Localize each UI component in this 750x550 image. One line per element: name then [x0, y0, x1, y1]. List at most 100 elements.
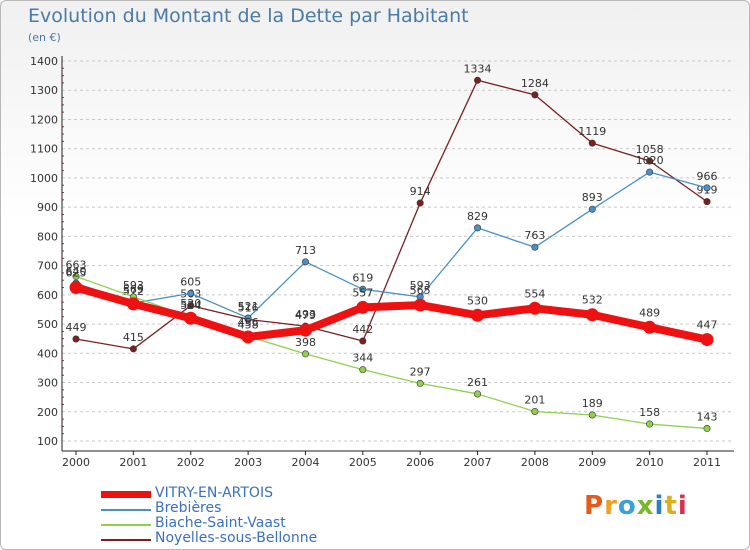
data-point-brebi-res	[187, 289, 195, 297]
data-label-noyelles-sous-bellonne: 1058	[636, 143, 664, 156]
data-point-biache-saint-vaast	[359, 366, 367, 374]
brand-letter: i	[677, 491, 688, 521]
x-tick-label: 2010	[636, 456, 664, 469]
y-tick-label: 900	[37, 201, 58, 214]
data-label-biache-saint-vaast: 201	[524, 393, 545, 406]
series-line-vitry-en-artois	[74, 283, 708, 344]
data-label-vitry-en-artois: 530	[467, 294, 488, 307]
data-label-noyelles-sous-bellonne: 516	[238, 301, 259, 314]
data-label-noyelles-sous-bellonne: 493	[295, 308, 316, 321]
brand-letter: i	[654, 491, 665, 521]
data-point-noyelles-sous-bellonne	[72, 335, 80, 343]
data-point-vitry-en-artois	[471, 308, 485, 322]
data-point-vitry-en-artois	[69, 281, 83, 295]
y-tick-label: 700	[37, 260, 58, 273]
data-point-brebi-res	[359, 285, 367, 293]
data-point-noyelles-sous-bellonne	[129, 345, 137, 353]
data-point-vitry-en-artois	[298, 323, 312, 337]
data-label-biache-saint-vaast: 189	[582, 397, 603, 410]
data-label-brebi-res: 521	[238, 300, 259, 313]
legend-label: Noyelles-sous-Bellonne	[155, 530, 318, 546]
data-point-brebi-res	[301, 258, 309, 266]
data-label-biache-saint-vaast: 398	[295, 336, 316, 349]
data-label-brebi-res: 713	[295, 244, 316, 257]
data-point-biache-saint-vaast	[72, 272, 80, 280]
data-label-brebi-res: 763	[524, 229, 545, 242]
x-tick-label: 2009	[578, 456, 606, 469]
legend-swatch	[101, 491, 151, 498]
y-tick-label: 1100	[30, 143, 58, 156]
data-point-noyelles-sous-bellonne	[474, 76, 482, 84]
data-label-vitry-en-artois: 479	[295, 309, 316, 322]
x-tick-label: 2007	[464, 456, 492, 469]
data-point-biache-saint-vaast	[301, 350, 309, 358]
legend-swatch	[101, 539, 151, 541]
x-tick-label: 2001	[119, 456, 147, 469]
data-point-vitry-en-artois	[643, 320, 657, 334]
data-point-brebi-res	[531, 243, 539, 251]
data-label-biache-saint-vaast: 593	[123, 279, 144, 292]
data-label-vitry-en-artois: 489	[639, 306, 660, 319]
data-point-vitry-en-artois	[700, 333, 714, 347]
data-label-noyelles-sous-bellonne: 914	[410, 185, 431, 198]
data-label-brebi-res: 966	[697, 170, 718, 183]
data-point-noyelles-sous-bellonne	[703, 198, 711, 206]
data-point-noyelles-sous-bellonne	[646, 157, 654, 165]
data-label-biache-saint-vaast: 344	[352, 352, 373, 365]
legend-label: Brebières	[155, 500, 222, 516]
data-point-brebi-res	[646, 168, 654, 176]
data-label-brebi-res: 1020	[636, 154, 664, 167]
data-point-noyelles-sous-bellonne	[359, 337, 367, 345]
chart-title: Evolution du Montant de la Dette par Hab…	[28, 5, 469, 27]
data-label-vitry-en-artois: 532	[582, 294, 603, 307]
data-point-brebi-res	[474, 224, 482, 232]
x-tick-label: 2008	[521, 456, 549, 469]
data-point-biache-saint-vaast	[646, 420, 654, 428]
brand-letter: x	[636, 491, 655, 521]
unit-label: (en €)	[28, 31, 61, 44]
data-label-noyelles-sous-bellonne: 1334	[464, 62, 492, 75]
data-label-biache-saint-vaast: 458	[238, 318, 259, 331]
data-label-vitry-en-artois: 520	[180, 297, 201, 310]
x-tick-label: 2006	[406, 456, 434, 469]
data-label-noyelles-sous-bellonne: 1284	[521, 77, 549, 90]
data-point-vitry-en-artois	[356, 300, 370, 314]
brand-letter: P	[584, 491, 605, 521]
data-label-biache-saint-vaast: 524	[180, 299, 201, 312]
data-point-vitry-en-artois	[413, 298, 427, 312]
data-point-vitry-en-artois	[585, 308, 599, 322]
data-label-vitry-en-artois: 447	[697, 319, 718, 332]
y-tick-label: 200	[37, 406, 58, 419]
y-tick-label: 500	[37, 318, 58, 331]
data-point-vitry-en-artois	[241, 330, 255, 344]
y-tick-label: 1400	[30, 55, 58, 68]
data-label-biache-saint-vaast: 261	[467, 376, 488, 389]
data-label-biache-saint-vaast: 143	[697, 410, 718, 423]
data-label-brebi-res: 593	[410, 279, 431, 292]
data-point-noyelles-sous-bellonne	[531, 91, 539, 99]
data-label-noyelles-sous-bellonne: 449	[66, 321, 87, 334]
x-tick-label: 2000	[62, 456, 90, 469]
data-label-brebi-res: 829	[467, 210, 488, 223]
data-label-noyelles-sous-bellonne: 442	[352, 323, 373, 336]
data-point-noyelles-sous-bellonne	[416, 199, 424, 207]
brand-letter: o	[617, 491, 637, 521]
y-tick-label: 1300	[30, 84, 58, 97]
series-line-biache-saint-vaast	[75, 275, 708, 430]
data-label-brebi-res: 605	[180, 275, 201, 288]
data-point-vitry-en-artois	[528, 301, 542, 315]
x-tick-label: 2004	[291, 456, 319, 469]
data-point-biache-saint-vaast	[416, 379, 424, 387]
data-point-biache-saint-vaast	[531, 407, 539, 415]
x-tick-label: 2002	[177, 456, 205, 469]
proxiti-logo: Proxiti	[584, 491, 688, 521]
data-label-biache-saint-vaast: 663	[66, 258, 87, 271]
data-point-brebi-res	[244, 314, 252, 322]
x-tick-label: 2005	[349, 456, 377, 469]
data-point-biache-saint-vaast	[474, 390, 482, 398]
data-label-brebi-res: 619	[352, 271, 373, 284]
data-label-brebi-res: 640	[66, 265, 87, 278]
series-line-brebi-res	[75, 171, 708, 319]
